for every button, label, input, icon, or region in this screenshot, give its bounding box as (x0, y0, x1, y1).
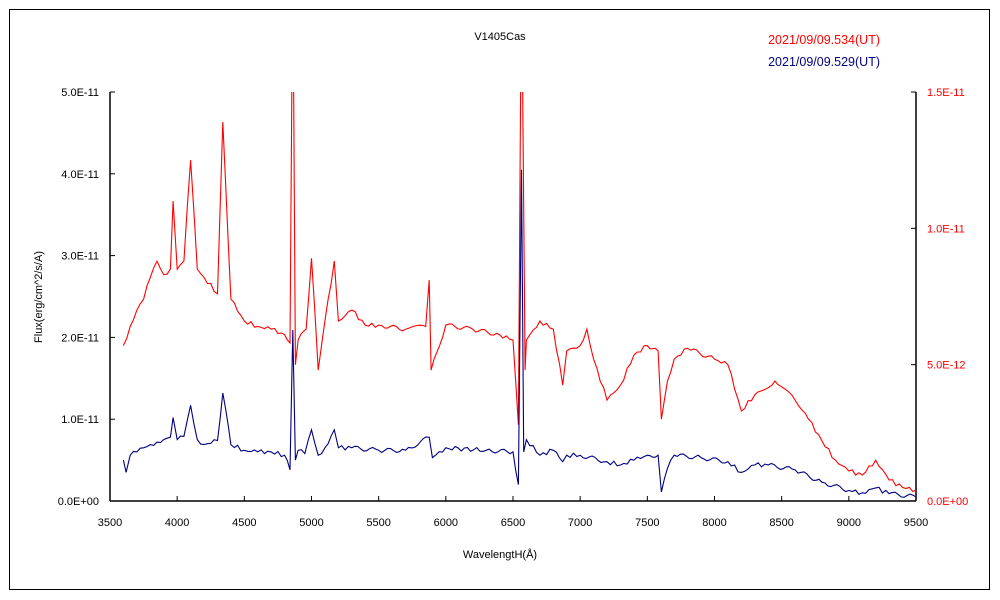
chart-frame (9, 9, 990, 590)
series-lines (122, 92, 916, 498)
x-tick-label: 7000 (568, 517, 592, 529)
series-line-red (122, 92, 916, 493)
y-left-tick-label: 2.0E-11 (61, 332, 99, 344)
y-left-tick-label: 1.0E-11 (61, 414, 99, 426)
x-tick-label: 8500 (769, 517, 793, 529)
x-tick-label: 3500 (98, 517, 122, 529)
x-tick-label: 7500 (635, 517, 659, 529)
x-tick-label: 4000 (165, 517, 189, 529)
axes: 3500 4000 4500 5000 5500 6000 6500 7000 7500 8000… (58, 87, 969, 529)
x-axis-label: WavelengtH(Å) (463, 548, 537, 561)
y-right-tick-label: 1.0E-11 (927, 223, 965, 235)
x-tick-label: 5500 (366, 517, 390, 529)
chart-title: V1405Cas (474, 31, 526, 43)
x-tick-label: 5000 (299, 517, 323, 529)
x-tick-label: 6500 (501, 517, 525, 529)
x-tick-label: 6000 (434, 517, 458, 529)
y-left-tick-label: 4.0E-11 (61, 169, 99, 181)
series-line-blue (122, 169, 916, 498)
x-tick-label: 9500 (904, 517, 928, 529)
y-left-tick-label: 0.0E+00 (58, 496, 99, 508)
y-axis-label: Flux(erg/cm^2/s/A) (33, 251, 45, 343)
y-left-tick-label: 3.0E-11 (61, 251, 99, 263)
x-tick-label: 9000 (837, 517, 861, 529)
y-right-tick-label: 5.0E-12 (927, 360, 966, 372)
x-tick-label: 8000 (702, 517, 726, 529)
legend-entry-blue: 2021/09/09.529(UT) (768, 55, 880, 69)
y-right-tick-label: 0.0E+00 (927, 496, 968, 508)
y-left-tick-label: 5.0E-11 (61, 87, 99, 99)
legend-entry-red: 2021/09/09.534(UT) (768, 33, 880, 47)
y-right-tick-label: 1.5E-11 (927, 87, 965, 99)
x-tick-label: 4500 (232, 517, 256, 529)
